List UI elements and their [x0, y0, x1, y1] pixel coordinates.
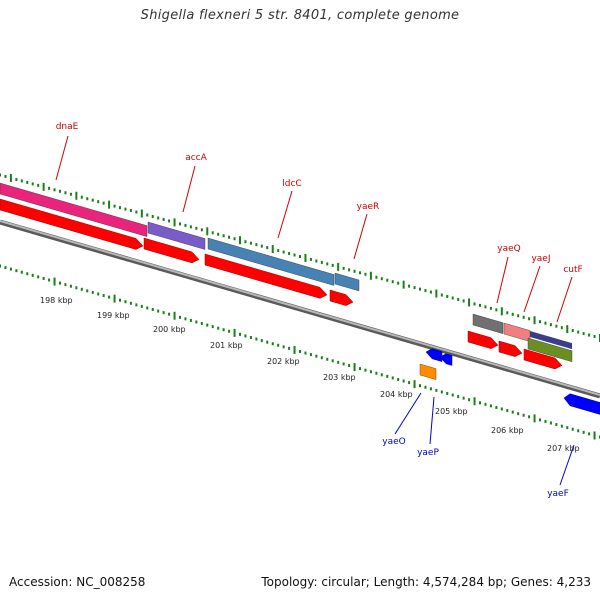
gene-dnaE-leader: [55, 135, 69, 181]
backbone-highlight: [0, 220, 600, 396]
gene-ldcC-leader: [277, 190, 293, 239]
gene-cutF-leader: [556, 276, 573, 323]
gene-cutF-top-stripe: [530, 331, 572, 350]
cds-arrow: [329, 289, 354, 306]
scale-tick-label: 201 kbp: [210, 341, 243, 350]
scale-tick-label: 207 kbp: [547, 444, 580, 453]
scale-tick-label: 205 kbp: [435, 407, 468, 416]
genome-backbone: [0, 219, 600, 399]
gene-label-yaeP: yaeP: [417, 448, 439, 458]
gene-accA-feature: [147, 221, 206, 250]
gene-yaeR-leader: [353, 213, 368, 260]
gene-labels: dnaE accA ldcC yaeR yaeQ yaeJ cutF yaeO yaeP yaeF: [55, 122, 583, 499]
gene-ldcC-feature: [207, 237, 335, 286]
scale-tick-label: 198 kbp: [40, 296, 73, 305]
gene-label-cutF: cutF: [563, 265, 582, 275]
cds-arrow: [498, 340, 523, 357]
gene-yaeO-feature-2: [439, 353, 453, 366]
scale-tick-label: 200 kbp: [153, 325, 186, 334]
cds-arrow: [0, 198, 144, 250]
page-title: Shigella flexneri 5 str. 8401, complete …: [140, 8, 460, 23]
genome-summary: Topology: circular; Length: 4,574,284 bp…: [261, 575, 591, 589]
gene-yaeF-feature: [563, 393, 600, 415]
gene-accA-leader: [182, 165, 196, 213]
cds-arrow: [523, 348, 563, 370]
gene-label-accA: accA: [185, 153, 207, 163]
scale-tick-label: 203 kbp: [323, 373, 356, 382]
gene-label-dnaE: dnaE: [56, 122, 79, 132]
gene-cutF-feature: [527, 337, 573, 363]
gene-yaeO-leader: [394, 392, 422, 435]
gene-label-yaeJ: yaeJ: [531, 254, 550, 264]
cds-arrow: [143, 237, 200, 264]
scale-tick-label: 199 kbp: [97, 311, 130, 320]
gene-label-yaeO: yaeO: [382, 437, 405, 447]
scale-tick-label: 202 kbp: [267, 357, 300, 366]
gene-label-yaeR: yaeR: [357, 202, 380, 212]
outer-tick-track: [0, 173, 600, 342]
scale-tick-label: 206 kbp: [491, 426, 524, 435]
scale-tick-label: 204 kbp: [380, 390, 413, 399]
gene-yaeJ-leader: [523, 265, 541, 313]
gene-label-yaeF: yaeF: [547, 489, 569, 499]
gene-label-ldcC: ldcC: [282, 179, 301, 189]
gene-yaeP-feature: [419, 363, 437, 380]
gene-yaeJ-feature: [503, 322, 531, 342]
gene-yaeF-leader: [559, 444, 575, 486]
gene-yaeP-leader: [429, 396, 435, 445]
gene-label-yaeQ: yaeQ: [497, 244, 520, 254]
gene-yaeQ-leader: [496, 256, 509, 304]
gene-yaeR-feature: [334, 272, 360, 292]
cds-arrow: [467, 330, 499, 349]
feature-track: [0, 182, 600, 415]
scale-labels: 198 kbp 199 kbp 200 kbp 201 kbp 202 kbp 203 k…: [40, 296, 580, 453]
gene-dnaE-feature: [0, 182, 148, 237]
accession-label: Accession: NC_008258: [9, 575, 146, 589]
cds-arrow: [204, 253, 328, 299]
inner-tick-track: [0, 264, 600, 440]
gene-yaeQ-feature: [472, 313, 504, 334]
